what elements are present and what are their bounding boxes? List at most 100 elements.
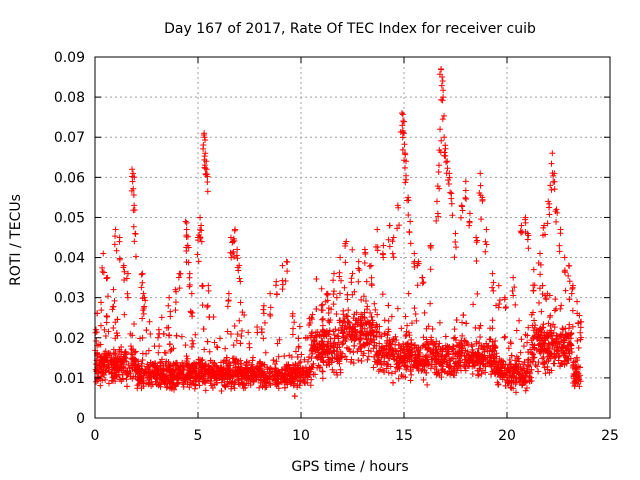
data-point [507, 340, 514, 347]
data-point [131, 238, 138, 245]
data-point [313, 275, 320, 282]
data-point [110, 374, 117, 381]
data-point [141, 294, 148, 301]
data-point [402, 151, 409, 158]
data-point [307, 382, 314, 389]
data-point [562, 287, 569, 294]
data-point [99, 377, 106, 384]
data-point [150, 369, 157, 376]
data-point [100, 368, 107, 375]
data-point [444, 158, 451, 165]
data-point [92, 366, 99, 373]
data-point [370, 364, 377, 371]
data-point [375, 368, 382, 375]
data-point [319, 368, 326, 375]
data-point [97, 382, 104, 389]
data-point [434, 183, 441, 190]
data-point [127, 343, 134, 350]
data-point [139, 270, 146, 277]
data-point [202, 170, 209, 177]
data-point [101, 326, 108, 333]
data-point [390, 336, 397, 343]
data-point [368, 262, 375, 269]
data-point [535, 368, 542, 375]
data-point [537, 271, 544, 278]
data-point [319, 307, 326, 314]
data-point [440, 87, 447, 94]
data-point [256, 384, 263, 391]
data-point [570, 380, 577, 387]
data-point [408, 341, 415, 348]
data-point [478, 370, 485, 377]
data-point [222, 345, 229, 352]
data-point [295, 344, 302, 351]
data-point [462, 194, 469, 201]
data-point [439, 78, 446, 85]
data-point [131, 355, 138, 362]
data-point [141, 303, 148, 310]
data-point [412, 362, 419, 369]
data-point [182, 342, 189, 349]
data-point [202, 361, 209, 368]
data-point [309, 311, 316, 318]
data-point [340, 311, 347, 318]
data-point [413, 344, 420, 351]
data-point [478, 216, 485, 223]
data-point [402, 179, 409, 186]
data-point [166, 294, 173, 301]
data-point [93, 361, 100, 368]
data-point [114, 316, 121, 323]
data-point [441, 112, 448, 119]
data-point [267, 290, 274, 297]
data-point [261, 378, 268, 385]
data-point [300, 374, 307, 381]
data-point [551, 360, 558, 367]
data-point [345, 307, 352, 314]
data-point [401, 141, 408, 148]
data-point [349, 323, 356, 330]
data-point [568, 342, 575, 349]
data-point [538, 337, 545, 344]
data-point [551, 170, 558, 177]
data-point [137, 370, 144, 377]
data-point [350, 349, 357, 356]
data-point [279, 262, 286, 269]
data-point [237, 299, 244, 306]
data-point [308, 314, 315, 321]
data-point [103, 312, 110, 319]
data-point [100, 250, 107, 257]
data-point [566, 263, 573, 270]
data-point [547, 350, 554, 357]
data-point [532, 322, 539, 329]
data-point [110, 366, 117, 373]
data-point [231, 372, 238, 379]
data-point [446, 174, 453, 181]
data-point [96, 362, 103, 369]
data-point [565, 332, 572, 339]
data-point [402, 313, 409, 320]
data-point [182, 218, 189, 225]
data-point [320, 315, 327, 322]
data-point [559, 325, 566, 332]
data-point [446, 368, 453, 375]
data-point [224, 378, 231, 385]
data-point [471, 362, 478, 369]
data-point [110, 303, 117, 310]
data-point [172, 307, 179, 314]
data-point [551, 307, 558, 314]
data-point [436, 319, 443, 326]
data-point [482, 355, 489, 362]
data-point [128, 350, 135, 356]
data-point [378, 361, 385, 368]
data-point [451, 254, 458, 261]
data-point [438, 82, 445, 89]
data-point [225, 290, 232, 297]
data-point [524, 236, 531, 243]
data-point [279, 281, 286, 288]
data-point [447, 357, 454, 364]
data-point [101, 353, 108, 360]
data-point [302, 364, 309, 371]
data-point [408, 320, 415, 327]
data-point [522, 378, 529, 385]
data-point [111, 361, 118, 368]
